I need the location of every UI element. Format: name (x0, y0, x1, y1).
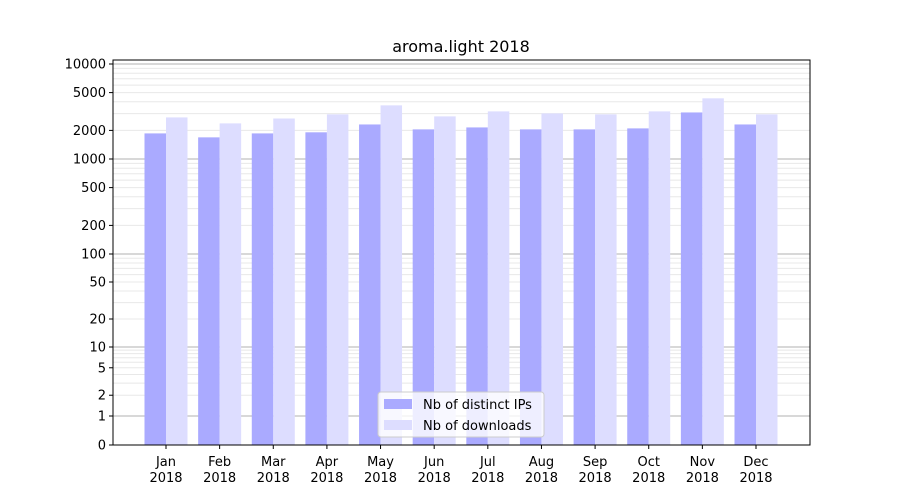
bar-distinct-ips (519, 129, 542, 446)
x-tick-label: 2018 (471, 471, 504, 486)
x-tick-label: Apr (316, 455, 339, 470)
x-tick-label: 2018 (149, 471, 182, 486)
x-tick-label: Sep (583, 455, 608, 470)
legend-box (377, 391, 545, 438)
chart-title: aroma.light 2018 (392, 37, 530, 56)
bar-distinct-ips (144, 133, 166, 445)
y-tick-label: 50 (89, 275, 106, 290)
bar-distinct-ips (198, 137, 220, 445)
plot-frame (112, 59, 811, 446)
y-tick-label: 2 (98, 389, 106, 404)
y-tick-label: 5000 (73, 86, 106, 101)
bar-downloads (380, 105, 403, 446)
x-tick-label: 2018 (203, 471, 236, 486)
bar-distinct-ips (466, 127, 488, 446)
y-tick-label: 100 (81, 248, 106, 263)
bar-distinct-ips (359, 124, 381, 446)
x-axis: Jan2018Feb2018Mar2018Apr2018May2018Jun20… (149, 445, 773, 486)
y-tick-label: 1 (98, 410, 106, 425)
x-tick-label: 2018 (310, 471, 343, 486)
x-tick-label: 2018 (686, 471, 719, 486)
y-tick-label: 5 (98, 361, 106, 376)
bar-distinct-ips (251, 133, 274, 445)
x-tick-label: Aug (529, 455, 554, 470)
bars (144, 98, 778, 446)
bar-distinct-ips (734, 124, 756, 446)
x-tick-label: 2018 (525, 471, 558, 486)
y-tick-label: 0 (98, 439, 106, 454)
legend-swatch-downloads (384, 420, 412, 430)
bar-distinct-ips (412, 129, 435, 446)
bar-downloads (595, 114, 617, 445)
bar-downloads (487, 111, 510, 446)
bar-downloads (702, 98, 724, 446)
y-tick-label: 200 (81, 219, 106, 234)
x-tick-label: Jul (479, 455, 496, 470)
x-tick-label: May (367, 455, 394, 470)
x-tick-label: 2018 (257, 471, 290, 486)
legend-label-downloads: Nb of downloads (423, 419, 532, 434)
legend-swatch-ips (384, 399, 412, 409)
x-tick-label: Nov (690, 455, 716, 470)
legend: Nb of distinct IPs Nb of downloads (377, 391, 545, 438)
bar-downloads (648, 111, 671, 446)
bar-downloads (434, 116, 456, 446)
y-tick-label: 2000 (73, 124, 106, 139)
bar-downloads (326, 114, 349, 445)
x-tick-label: Oct (637, 455, 659, 470)
bar-distinct-ips (573, 129, 596, 446)
x-tick-label: 2018 (632, 471, 665, 486)
x-tick-label: 2018 (739, 471, 772, 486)
x-tick-label: Mar (261, 455, 286, 470)
y-tick-label: 10000 (65, 58, 106, 73)
x-tick-label: 2018 (579, 471, 612, 486)
x-tick-label: Dec (743, 455, 768, 470)
x-tick-label: 2018 (364, 471, 397, 486)
bar-distinct-ips (305, 132, 327, 446)
bar-downloads (219, 123, 242, 445)
y-tick-label: 1000 (73, 153, 106, 168)
x-tick-label: Jan (155, 455, 176, 470)
bar-downloads (541, 113, 563, 445)
x-tick-label: Feb (208, 455, 231, 470)
y-tick-label: 10 (89, 341, 106, 356)
y-axis: 0 1 2 5 10 20 50 100 200 500 1000 2000 5000 10000 (65, 58, 113, 454)
bar-distinct-ips (680, 112, 703, 445)
bar-downloads (273, 118, 295, 445)
y-tick-label: 500 (81, 181, 106, 196)
x-tick-label: Jun (423, 455, 444, 470)
y-tick-label: 20 (89, 313, 106, 328)
bar-distinct-ips (627, 128, 649, 445)
x-tick-label: 2018 (418, 471, 451, 486)
legend-label-ips: Nb of distinct IPs (423, 398, 532, 413)
bar-downloads (166, 117, 188, 445)
bar-downloads (756, 114, 778, 445)
